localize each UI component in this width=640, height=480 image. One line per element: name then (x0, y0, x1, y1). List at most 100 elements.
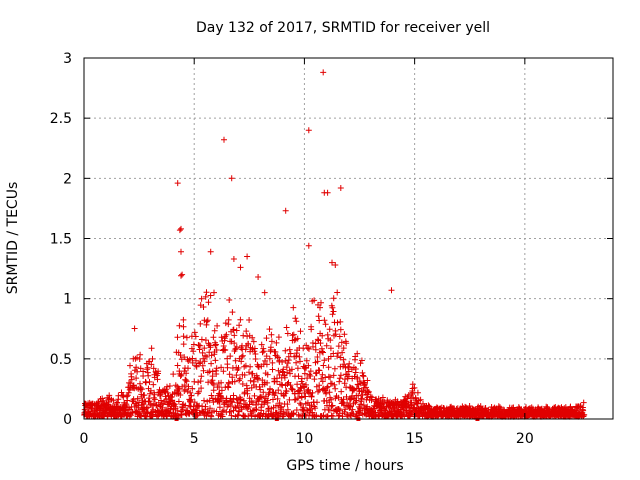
data-point (218, 364, 225, 371)
data-point (284, 401, 291, 408)
data-point (164, 389, 171, 396)
data-point (324, 413, 331, 420)
data-point (292, 315, 299, 322)
data-point (339, 349, 346, 356)
data-point (294, 335, 301, 342)
data-point (272, 390, 279, 396)
data-point (251, 348, 258, 355)
data-point (357, 380, 364, 387)
data-point (188, 345, 195, 352)
data-point (123, 401, 130, 408)
data-point (250, 338, 257, 345)
data-point (332, 262, 339, 268)
data-point (100, 397, 107, 404)
x-tick-label: 20 (516, 431, 534, 447)
tick-labels: 0 0.5 1 1.5 2 2.5 3 0 5 10 15 20 (50, 51, 534, 447)
data-point (231, 378, 238, 385)
data-point (329, 311, 336, 318)
data-point (270, 396, 276, 403)
data-point (128, 376, 135, 383)
data-point (180, 341, 187, 348)
data-point (197, 342, 204, 349)
data-point (322, 321, 329, 328)
data-point (212, 342, 219, 349)
data-point (203, 318, 210, 325)
data-point (247, 377, 254, 384)
data-point (352, 369, 359, 376)
data-point (263, 361, 270, 368)
data-point (268, 331, 275, 338)
data-point (313, 370, 320, 377)
data-point (137, 351, 144, 358)
axes (83, 57, 614, 420)
data-point (233, 372, 240, 379)
data-point (248, 412, 255, 419)
data-point (360, 402, 367, 408)
data-point (329, 259, 335, 266)
data-point (218, 387, 225, 394)
data-point (326, 389, 333, 396)
data-point (186, 356, 193, 363)
data-point (287, 370, 293, 377)
data-point (214, 322, 221, 329)
data-point (244, 253, 251, 260)
data-point (176, 322, 183, 329)
data-point (405, 392, 412, 399)
data-point (349, 406, 356, 413)
data-point (221, 136, 227, 143)
data-point (302, 393, 309, 400)
data-point (177, 352, 184, 359)
data-point (127, 362, 133, 369)
data-point (281, 374, 288, 381)
data-point (143, 379, 149, 386)
data-point (290, 304, 297, 311)
data-point (131, 325, 138, 332)
data-point (290, 410, 297, 417)
data-point (178, 371, 185, 378)
data-point (141, 392, 148, 399)
data-point (316, 382, 323, 389)
data-point (177, 392, 184, 398)
data-point (264, 399, 271, 406)
data-point (327, 374, 334, 381)
data-point (206, 397, 213, 404)
data-point (342, 406, 349, 413)
data-point (253, 406, 260, 413)
data-point (199, 362, 206, 369)
data-point (213, 347, 220, 353)
data-point (178, 225, 184, 232)
data-point (259, 349, 266, 356)
y-tick-label: 2.5 (50, 111, 72, 127)
data-point (182, 377, 189, 384)
data-point (220, 343, 227, 349)
data-point (258, 394, 265, 401)
data-point (355, 381, 361, 388)
data-point (255, 274, 262, 280)
data-point (224, 364, 231, 371)
data-point (305, 362, 312, 369)
data-point (311, 376, 318, 383)
data-point (256, 383, 263, 390)
data-point (231, 340, 238, 347)
data-point (232, 404, 239, 411)
data-point (150, 381, 157, 388)
data-point (124, 397, 131, 404)
data-point (137, 380, 143, 387)
data-point (202, 406, 209, 413)
data-point (227, 395, 234, 402)
data-point (145, 372, 152, 379)
data-point (247, 363, 254, 370)
data-point (330, 295, 337, 302)
data-point (388, 287, 395, 294)
data-point (178, 272, 184, 279)
data-point (297, 328, 304, 335)
data-point (233, 344, 240, 350)
data-point (211, 407, 217, 414)
data-point (284, 330, 291, 337)
data-point (411, 384, 418, 391)
data-point (176, 227, 183, 234)
data-point (260, 389, 267, 396)
data-point (284, 381, 291, 387)
data-point (244, 390, 251, 397)
data-point (185, 365, 191, 372)
